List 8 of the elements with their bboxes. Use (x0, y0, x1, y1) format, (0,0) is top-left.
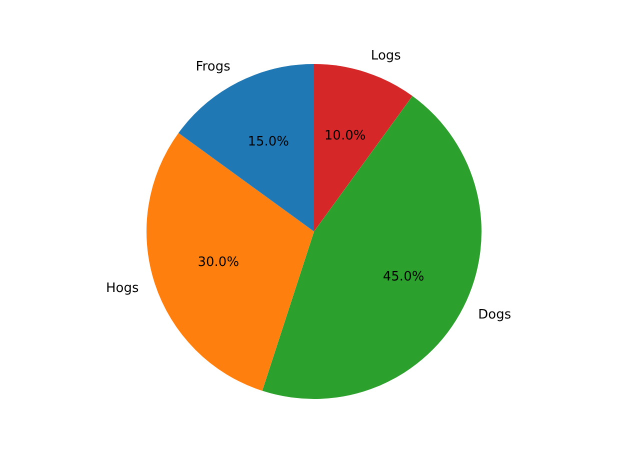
slice-label: Frogs (196, 60, 231, 75)
slice-label: Logs (370, 48, 402, 64)
data-label: 30.0% (198, 254, 240, 270)
data-label: 15.0% (248, 134, 290, 150)
slice-label: Hogs (106, 280, 139, 296)
data-label: 45.0% (382, 270, 424, 284)
slice-label: Dogs (478, 308, 512, 323)
data-label: 10.0% (324, 128, 366, 144)
